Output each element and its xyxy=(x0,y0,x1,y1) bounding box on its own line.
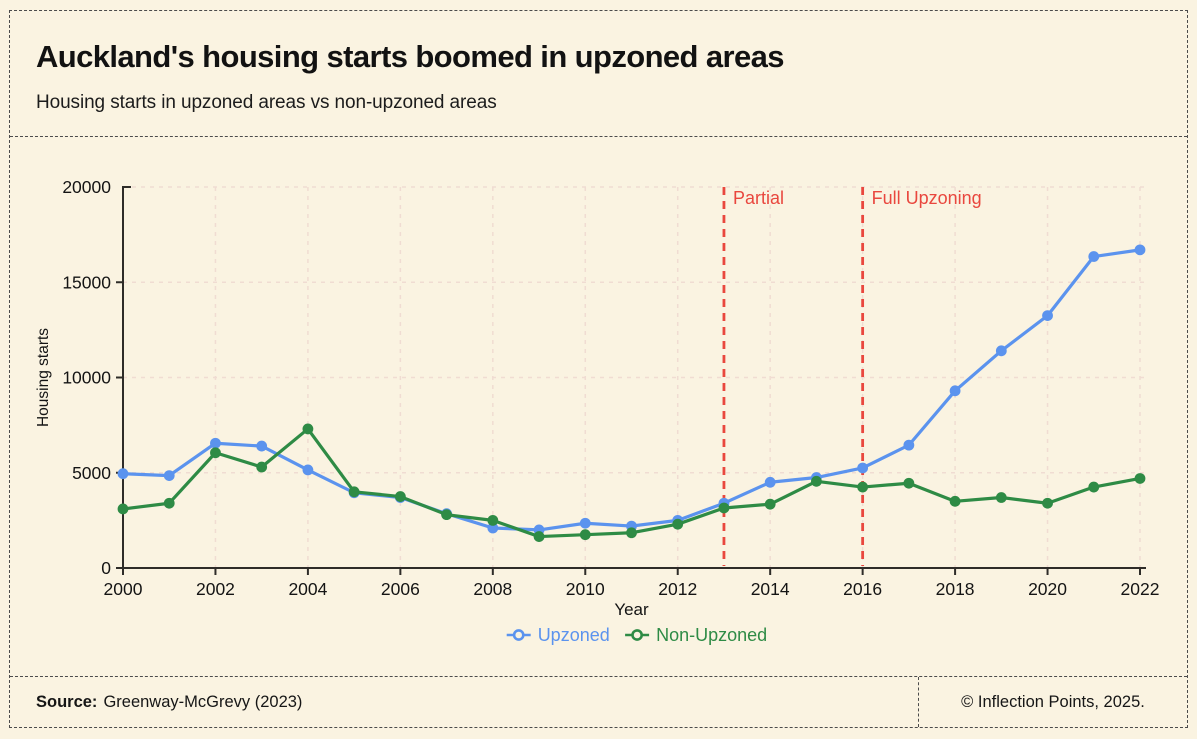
y-tick-label-10000: 10000 xyxy=(62,368,111,388)
data-point-non-upzoned-2001 xyxy=(163,497,175,509)
x-axis-label: Year xyxy=(614,600,649,619)
data-point-upzoned-2019 xyxy=(995,345,1007,357)
series-line-non-upzoned xyxy=(121,427,1142,539)
data-point-non-upzoned-2006 xyxy=(394,491,406,502)
y-axis-label: Housing starts xyxy=(35,328,52,427)
data-point-non-upzoned-2008 xyxy=(487,514,499,526)
data-point-non-upzoned-2010 xyxy=(579,529,591,541)
data-point-upzoned-2017 xyxy=(903,439,915,451)
data-point-non-upzoned-2019 xyxy=(995,492,1007,503)
data-point-non-upzoned-2011 xyxy=(626,527,637,539)
data-point-non-upzoned-2009 xyxy=(533,531,545,542)
chart-area: 0 5000 10000 15000 20000 2000 2002 2004 2006 2008… xyxy=(10,137,1187,677)
page-subtitle: Housing starts in upzoned areas vs non-u… xyxy=(36,92,497,113)
data-point-non-upzoned-2004 xyxy=(302,423,314,435)
legend-label-non-upzoned: Non-Upzoned xyxy=(656,625,767,645)
data-point-upzoned-2021 xyxy=(1088,251,1100,262)
data-point-upzoned-2003 xyxy=(256,440,268,452)
source-label: Source: xyxy=(36,692,98,711)
source-note: Source: Greenway-McGrevy (2023) xyxy=(10,677,918,727)
data-point-non-upzoned-2018 xyxy=(949,495,961,507)
data-point-non-upzoned-2007 xyxy=(441,509,452,521)
data-point-upzoned-2022 xyxy=(1134,244,1146,256)
figure-frame: Auckland's housing starts boomed in upzo… xyxy=(9,10,1188,728)
annotation-label-full-upzoning: Full Upzoning xyxy=(872,188,982,208)
legend-marker-ring-upzoned xyxy=(512,629,525,641)
data-point-non-upzoned-2003 xyxy=(256,461,268,473)
header: Auckland's housing starts boomed in upzo… xyxy=(10,11,1187,137)
data-point-non-upzoned-2002 xyxy=(210,447,221,459)
x-tick-label-2014: 2014 xyxy=(751,579,790,599)
x-tick-label-2010: 2010 xyxy=(566,579,605,599)
data-point-upzoned-2016 xyxy=(857,462,869,474)
legend-marker-ring-non-upzoned xyxy=(631,629,643,641)
footer: Source: Greenway-McGrevy (2023) © Inflec… xyxy=(10,677,1187,727)
y-tick-label-0: 0 xyxy=(101,558,111,578)
data-point-non-upzoned-2016 xyxy=(857,481,869,493)
data-point-non-upzoned-2014 xyxy=(764,498,776,510)
page-title: Auckland's housing starts boomed in upzo… xyxy=(36,39,785,74)
data-point-non-upzoned-2021 xyxy=(1088,481,1100,493)
x-tick-label-2018: 2018 xyxy=(936,579,975,599)
data-point-non-upzoned-2000 xyxy=(117,503,129,515)
legend-label-upzoned: Upzoned xyxy=(538,625,610,645)
credit-note: © Inflection Points, 2025. xyxy=(918,677,1187,727)
data-point-non-upzoned-2012 xyxy=(672,518,684,530)
source-text: Greenway-McGrevy (2023) xyxy=(103,692,303,711)
y-tick-label-15000: 15000 xyxy=(62,272,111,292)
x-tick-label-2008: 2008 xyxy=(473,579,512,599)
housing-starts-line-chart: 0 5000 10000 15000 20000 2000 2002 2004 2006 2008… xyxy=(35,177,1160,645)
data-point-upzoned-2001 xyxy=(163,470,175,482)
y-tick-label-5000: 5000 xyxy=(72,463,111,483)
data-point-non-upzoned-2020 xyxy=(1042,497,1053,509)
annotation-label-partial: Partial xyxy=(733,188,784,208)
x-tick-label-2000: 2000 xyxy=(104,579,143,599)
y-tick-label-20000: 20000 xyxy=(62,177,111,197)
data-point-upzoned-2010 xyxy=(579,517,591,529)
data-point-non-upzoned-2013 xyxy=(718,502,730,514)
x-tick-label-2016: 2016 xyxy=(843,579,882,599)
data-point-non-upzoned-2022 xyxy=(1134,473,1146,484)
x-tick-label-2006: 2006 xyxy=(381,579,420,599)
data-point-upzoned-2000 xyxy=(117,468,129,480)
data-point-upzoned-2004 xyxy=(302,464,314,476)
credit-text: © Inflection Points, 2025. xyxy=(961,692,1145,711)
data-point-upzoned-2018 xyxy=(949,385,961,397)
series-line-upzoned xyxy=(121,248,1142,532)
data-point-upzoned-2008 xyxy=(487,522,499,534)
x-tick-label-2012: 2012 xyxy=(658,579,697,599)
data-point-non-upzoned-2017 xyxy=(903,477,915,489)
data-point-non-upzoned-2015 xyxy=(811,475,822,487)
data-point-non-upzoned-2005 xyxy=(348,486,360,498)
data-point-upzoned-2002 xyxy=(210,437,221,449)
x-tick-label-2004: 2004 xyxy=(288,579,327,599)
data-point-upzoned-2014 xyxy=(764,476,776,488)
x-tick-label-2002: 2002 xyxy=(196,579,235,599)
x-tick-label-2022: 2022 xyxy=(1121,579,1160,599)
x-tick-label-2020: 2020 xyxy=(1028,579,1067,599)
data-point-upzoned-2020 xyxy=(1042,310,1053,321)
